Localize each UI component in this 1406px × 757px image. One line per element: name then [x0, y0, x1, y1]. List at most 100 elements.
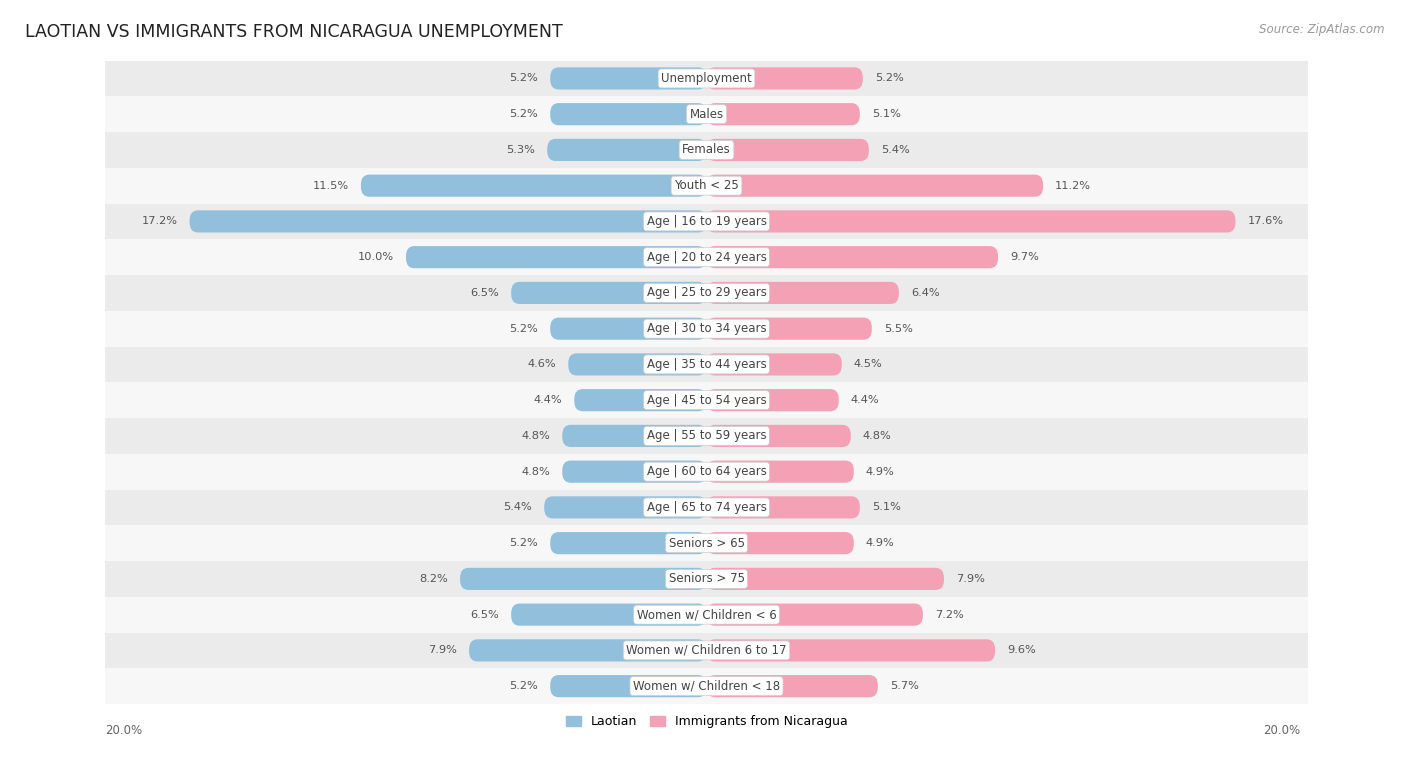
- Text: Age | 16 to 19 years: Age | 16 to 19 years: [647, 215, 766, 228]
- Text: Age | 20 to 24 years: Age | 20 to 24 years: [647, 251, 766, 263]
- FancyBboxPatch shape: [460, 568, 707, 590]
- FancyBboxPatch shape: [544, 497, 707, 519]
- Text: 4.9%: 4.9%: [866, 466, 894, 477]
- Text: 5.4%: 5.4%: [503, 503, 533, 512]
- FancyBboxPatch shape: [707, 139, 869, 161]
- Text: Seniors > 65: Seniors > 65: [668, 537, 745, 550]
- FancyBboxPatch shape: [574, 389, 707, 411]
- FancyBboxPatch shape: [707, 354, 842, 375]
- Bar: [105, 132, 1308, 168]
- Text: Women w/ Children < 18: Women w/ Children < 18: [633, 680, 780, 693]
- FancyBboxPatch shape: [361, 175, 707, 197]
- Text: Age | 55 to 59 years: Age | 55 to 59 years: [647, 429, 766, 442]
- Text: 17.2%: 17.2%: [142, 217, 177, 226]
- Text: Unemployment: Unemployment: [661, 72, 752, 85]
- FancyBboxPatch shape: [512, 603, 707, 626]
- Text: 7.2%: 7.2%: [935, 609, 963, 620]
- FancyBboxPatch shape: [707, 568, 943, 590]
- Bar: [105, 61, 1308, 96]
- Text: 5.2%: 5.2%: [509, 109, 538, 119]
- Text: 10.0%: 10.0%: [359, 252, 394, 262]
- Text: 4.4%: 4.4%: [851, 395, 879, 405]
- Text: 7.9%: 7.9%: [429, 646, 457, 656]
- FancyBboxPatch shape: [707, 640, 995, 662]
- FancyBboxPatch shape: [707, 532, 853, 554]
- Text: 4.8%: 4.8%: [863, 431, 891, 441]
- Text: 5.2%: 5.2%: [509, 681, 538, 691]
- Text: 5.2%: 5.2%: [875, 73, 904, 83]
- Text: 6.5%: 6.5%: [471, 288, 499, 298]
- FancyBboxPatch shape: [190, 210, 707, 232]
- FancyBboxPatch shape: [707, 460, 853, 483]
- FancyBboxPatch shape: [707, 603, 922, 626]
- FancyBboxPatch shape: [568, 354, 707, 375]
- Bar: [105, 418, 1308, 453]
- Bar: [105, 382, 1308, 418]
- Text: Age | 30 to 34 years: Age | 30 to 34 years: [647, 322, 766, 335]
- FancyBboxPatch shape: [550, 675, 707, 697]
- Legend: Laotian, Immigrants from Nicaragua: Laotian, Immigrants from Nicaragua: [561, 710, 852, 733]
- Text: 4.9%: 4.9%: [866, 538, 894, 548]
- FancyBboxPatch shape: [707, 497, 860, 519]
- Text: Age | 65 to 74 years: Age | 65 to 74 years: [647, 501, 766, 514]
- Text: Youth < 25: Youth < 25: [673, 179, 740, 192]
- Text: 9.7%: 9.7%: [1010, 252, 1039, 262]
- Text: 4.5%: 4.5%: [853, 360, 883, 369]
- Bar: [105, 633, 1308, 668]
- Bar: [105, 239, 1308, 275]
- Text: 4.8%: 4.8%: [522, 431, 550, 441]
- Bar: [105, 597, 1308, 633]
- FancyBboxPatch shape: [707, 425, 851, 447]
- Text: Age | 45 to 54 years: Age | 45 to 54 years: [647, 394, 766, 407]
- FancyBboxPatch shape: [512, 282, 707, 304]
- FancyBboxPatch shape: [406, 246, 707, 268]
- Text: 6.5%: 6.5%: [471, 609, 499, 620]
- Text: 7.9%: 7.9%: [956, 574, 984, 584]
- Bar: [105, 347, 1308, 382]
- Text: 17.6%: 17.6%: [1247, 217, 1284, 226]
- Bar: [105, 275, 1308, 311]
- FancyBboxPatch shape: [550, 318, 707, 340]
- FancyBboxPatch shape: [547, 139, 707, 161]
- Text: Males: Males: [689, 107, 724, 120]
- FancyBboxPatch shape: [550, 103, 707, 125]
- Bar: [105, 311, 1308, 347]
- Text: 9.6%: 9.6%: [1007, 646, 1036, 656]
- Text: 5.5%: 5.5%: [884, 324, 912, 334]
- FancyBboxPatch shape: [707, 389, 839, 411]
- FancyBboxPatch shape: [562, 425, 707, 447]
- Text: 11.2%: 11.2%: [1054, 181, 1091, 191]
- FancyBboxPatch shape: [707, 675, 877, 697]
- Bar: [105, 490, 1308, 525]
- FancyBboxPatch shape: [550, 67, 707, 89]
- FancyBboxPatch shape: [707, 175, 1043, 197]
- Text: Age | 25 to 29 years: Age | 25 to 29 years: [647, 286, 766, 300]
- Text: 4.8%: 4.8%: [522, 466, 550, 477]
- Text: 8.2%: 8.2%: [419, 574, 449, 584]
- Text: LAOTIAN VS IMMIGRANTS FROM NICARAGUA UNEMPLOYMENT: LAOTIAN VS IMMIGRANTS FROM NICARAGUA UNE…: [25, 23, 562, 41]
- Text: 5.2%: 5.2%: [509, 538, 538, 548]
- FancyBboxPatch shape: [707, 103, 860, 125]
- Bar: [105, 561, 1308, 597]
- FancyBboxPatch shape: [707, 246, 998, 268]
- FancyBboxPatch shape: [707, 210, 1236, 232]
- Text: 5.2%: 5.2%: [509, 324, 538, 334]
- FancyBboxPatch shape: [707, 282, 898, 304]
- Text: 4.4%: 4.4%: [534, 395, 562, 405]
- FancyBboxPatch shape: [707, 318, 872, 340]
- Text: 11.5%: 11.5%: [312, 181, 349, 191]
- Text: Females: Females: [682, 143, 731, 157]
- Text: Source: ZipAtlas.com: Source: ZipAtlas.com: [1260, 23, 1385, 36]
- Text: 5.7%: 5.7%: [890, 681, 918, 691]
- Bar: [105, 96, 1308, 132]
- Text: Seniors > 75: Seniors > 75: [668, 572, 745, 585]
- Text: 5.1%: 5.1%: [872, 503, 901, 512]
- Bar: [105, 453, 1308, 490]
- FancyBboxPatch shape: [562, 460, 707, 483]
- Text: 4.6%: 4.6%: [527, 360, 557, 369]
- FancyBboxPatch shape: [470, 640, 707, 662]
- Text: 20.0%: 20.0%: [1264, 724, 1301, 737]
- Text: Women w/ Children 6 to 17: Women w/ Children 6 to 17: [626, 644, 787, 657]
- Text: Women w/ Children < 6: Women w/ Children < 6: [637, 608, 776, 621]
- Bar: [105, 668, 1308, 704]
